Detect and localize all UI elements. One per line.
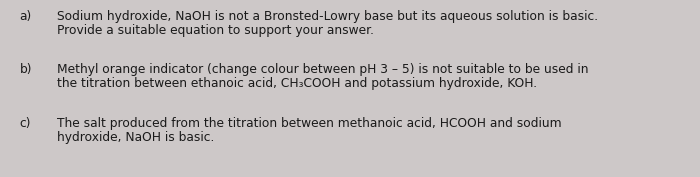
Text: b): b) (20, 63, 32, 76)
Text: Provide a suitable equation to support your answer.: Provide a suitable equation to support y… (57, 24, 374, 37)
Text: Sodium hydroxide, NaOH is not a Bronsted-Lowry base but its aqueous solution is : Sodium hydroxide, NaOH is not a Bronsted… (57, 10, 598, 23)
Text: the titration between ethanoic acid, CH₃COOH and potassium hydroxide, KOH.: the titration between ethanoic acid, CH₃… (57, 77, 538, 90)
Text: The salt produced from the titration between methanoic acid, HCOOH and sodium: The salt produced from the titration bet… (57, 117, 562, 130)
Text: hydroxide, NaOH is basic.: hydroxide, NaOH is basic. (57, 131, 215, 144)
Text: Methyl orange indicator (change colour between pH 3 – 5) is not suitable to be u: Methyl orange indicator (change colour b… (57, 63, 589, 76)
Text: c): c) (20, 117, 31, 130)
Text: a): a) (20, 10, 32, 23)
